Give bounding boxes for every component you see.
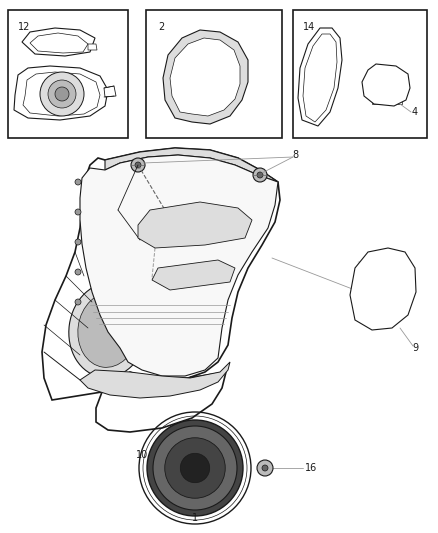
Circle shape: [165, 438, 225, 498]
Circle shape: [147, 420, 243, 516]
Polygon shape: [298, 28, 342, 126]
Ellipse shape: [163, 214, 201, 236]
Text: 10: 10: [136, 450, 148, 460]
Bar: [372, 86, 402, 94]
Circle shape: [153, 426, 237, 510]
Circle shape: [131, 158, 145, 172]
Circle shape: [75, 269, 81, 275]
Circle shape: [75, 179, 81, 185]
Circle shape: [180, 453, 210, 483]
Bar: [372, 76, 402, 84]
Ellipse shape: [69, 282, 147, 377]
Bar: [200, 52, 228, 62]
Polygon shape: [80, 362, 230, 398]
Polygon shape: [22, 28, 95, 56]
Polygon shape: [163, 30, 248, 124]
Polygon shape: [362, 64, 410, 106]
Circle shape: [253, 168, 267, 182]
Circle shape: [75, 209, 81, 215]
Circle shape: [75, 299, 81, 305]
Bar: [372, 96, 402, 104]
Bar: [200, 65, 228, 75]
Text: 2: 2: [158, 22, 164, 32]
Text: 8: 8: [292, 150, 298, 160]
Polygon shape: [170, 38, 240, 116]
Text: 14: 14: [303, 22, 315, 32]
Text: 4: 4: [412, 107, 418, 117]
Bar: [146, 10, 282, 138]
Circle shape: [40, 72, 84, 116]
Text: 5: 5: [355, 285, 361, 295]
Bar: [293, 10, 427, 138]
Polygon shape: [14, 66, 108, 120]
Bar: [8, 10, 128, 138]
Polygon shape: [152, 260, 235, 290]
Circle shape: [262, 465, 268, 471]
Bar: [200, 78, 228, 88]
Polygon shape: [350, 248, 416, 330]
Polygon shape: [80, 155, 278, 376]
Text: 12: 12: [18, 22, 30, 32]
Ellipse shape: [176, 67, 190, 85]
Text: 9: 9: [412, 343, 418, 353]
Polygon shape: [42, 148, 280, 432]
Polygon shape: [104, 86, 116, 97]
Circle shape: [75, 239, 81, 245]
Polygon shape: [105, 148, 278, 182]
Circle shape: [257, 172, 263, 178]
Ellipse shape: [78, 293, 138, 367]
Polygon shape: [88, 44, 97, 50]
Polygon shape: [138, 202, 252, 248]
Text: 16: 16: [305, 463, 317, 473]
Text: 1: 1: [192, 513, 198, 523]
Circle shape: [135, 162, 141, 168]
Circle shape: [48, 80, 76, 108]
Circle shape: [257, 460, 273, 476]
Circle shape: [55, 87, 69, 101]
